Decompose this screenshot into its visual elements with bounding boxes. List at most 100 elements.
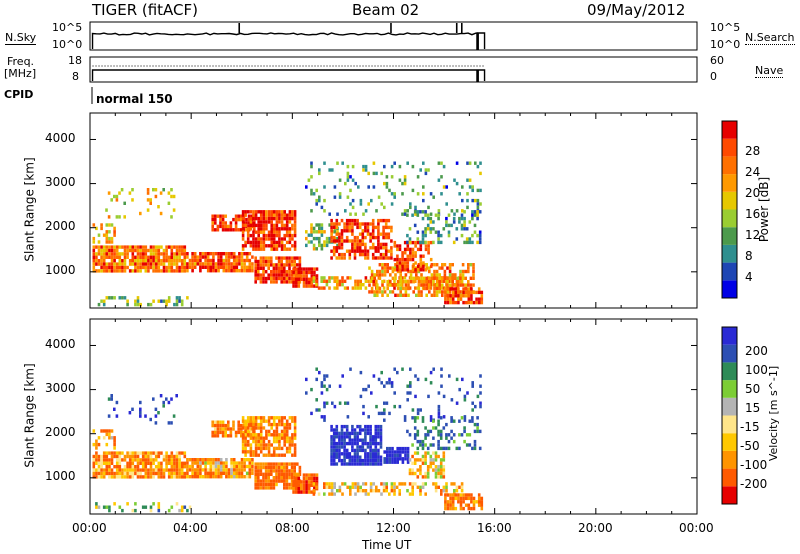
power-cell — [146, 188, 150, 192]
velocity-cell — [259, 482, 263, 487]
velocity-cell — [193, 471, 197, 475]
power-cell — [173, 262, 176, 266]
velocity-cell — [262, 416, 266, 420]
power-cell — [134, 245, 137, 249]
power-cell — [444, 290, 447, 295]
colorbar-segment — [722, 156, 737, 175]
power-cell — [292, 270, 295, 275]
velocity-cell — [227, 475, 231, 479]
velocity-cell — [444, 496, 447, 501]
velocity-cell — [167, 458, 171, 462]
power-cell — [288, 237, 292, 241]
velocity-cell — [385, 381, 389, 385]
power-cell — [240, 258, 244, 263]
power-cell — [175, 255, 179, 259]
velocity-cell — [280, 479, 283, 483]
velocity-cell — [388, 450, 392, 454]
power-cell — [315, 267, 319, 271]
power-cell — [257, 273, 260, 277]
velocity-cell — [291, 443, 294, 447]
power-cell — [328, 286, 331, 290]
power-cell — [183, 248, 187, 253]
power-cell — [243, 262, 246, 266]
velocity-cell — [437, 408, 441, 412]
power-cell — [180, 269, 184, 273]
velocity-colorbar — [721, 326, 738, 505]
power-cell — [335, 256, 339, 260]
velocity-cell — [464, 496, 468, 501]
velocity-cell — [351, 424, 354, 429]
power-cell — [259, 244, 263, 248]
velocity-cell — [451, 503, 455, 507]
power-cell — [222, 265, 226, 269]
velocity-cell — [432, 458, 435, 462]
power-cell — [422, 185, 425, 189]
power-cell — [285, 256, 289, 260]
power-cell — [173, 255, 176, 259]
power-cell — [359, 283, 362, 287]
power-cell — [340, 239, 344, 243]
velocity-cell — [393, 453, 397, 458]
velocity-cell — [358, 431, 362, 436]
velocity-cell — [252, 439, 255, 444]
nsky-trace — [91, 32, 486, 50]
velocity-cell — [278, 433, 281, 437]
power-cell — [328, 168, 331, 172]
velocity-cell — [283, 426, 286, 430]
power-cell — [270, 223, 273, 228]
velocity-cell — [115, 471, 119, 476]
power-cell — [354, 181, 357, 186]
velocity-cell — [186, 508, 189, 513]
power-cell — [191, 255, 194, 259]
power-cell — [105, 236, 109, 241]
power-cell — [241, 227, 245, 231]
velocity-cell — [285, 439, 289, 444]
velocity-cell — [249, 450, 253, 454]
velocity-cell — [288, 426, 292, 430]
velocity-cell — [414, 374, 417, 378]
velocity-cell — [245, 471, 249, 475]
velocity-cell — [345, 462, 349, 466]
velocity-cell — [293, 472, 296, 476]
power-cell — [371, 242, 375, 247]
power-cell — [219, 221, 222, 225]
velocity-cell — [283, 416, 286, 420]
power-cell — [450, 209, 454, 213]
power-cell — [293, 259, 296, 264]
power-cell — [461, 273, 465, 277]
power-cell — [206, 255, 210, 259]
velocity-ytick-4000: 4000 — [45, 337, 76, 351]
power-cell — [102, 302, 106, 307]
velocity-cell — [95, 458, 98, 462]
velocity-cell — [411, 468, 414, 472]
velocity-cell — [310, 476, 314, 481]
power-cell — [144, 259, 148, 263]
velocity-cell — [214, 458, 218, 462]
power-cell — [451, 280, 454, 284]
power-cell — [472, 263, 475, 267]
power-cell — [157, 259, 161, 263]
power-cell — [95, 252, 98, 256]
power-cell — [404, 290, 408, 294]
power-cell — [432, 279, 435, 283]
power-cell — [351, 232, 354, 236]
power-cell — [320, 247, 324, 251]
velocity-cell — [95, 505, 98, 509]
power-cell — [367, 185, 370, 189]
velocity-cell — [254, 433, 258, 437]
velocity-cell — [305, 487, 308, 491]
power-cell — [383, 263, 387, 267]
velocity-cell — [113, 446, 116, 450]
power-cell — [219, 258, 223, 263]
velocity-cell — [136, 471, 140, 476]
power-cell — [386, 283, 389, 287]
power-cell — [354, 286, 357, 290]
power-cell — [212, 255, 215, 259]
power-cell — [267, 213, 271, 217]
power-cell — [432, 195, 435, 199]
velocity-cell — [458, 446, 461, 451]
velocity-cell — [356, 441, 359, 446]
power-cell — [307, 270, 311, 275]
velocity-cell — [462, 500, 465, 504]
velocity-cell — [449, 500, 452, 504]
